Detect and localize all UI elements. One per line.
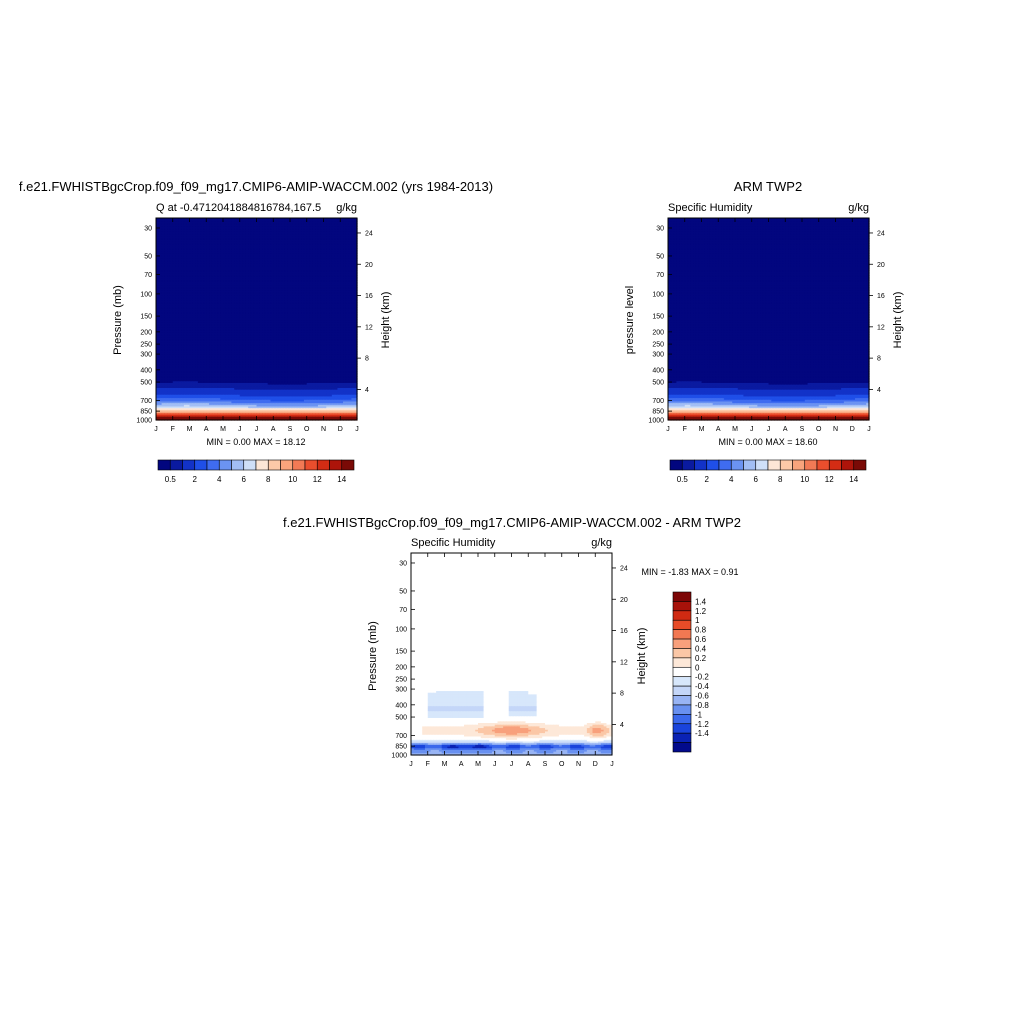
panel-model-field [156,218,358,421]
